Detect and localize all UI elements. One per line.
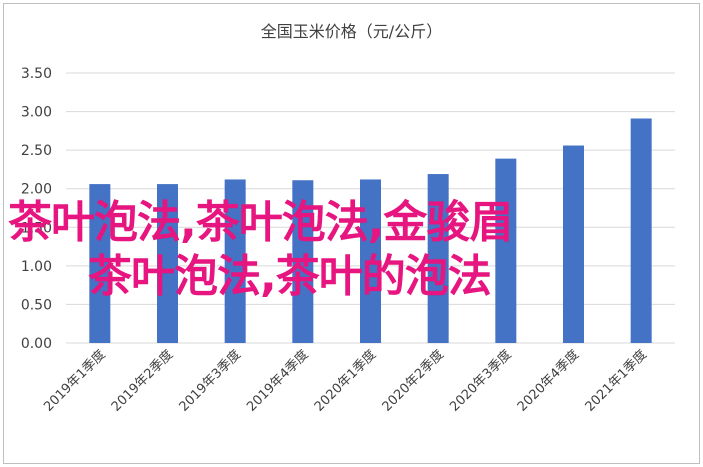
y-tick-label: 0.50 — [21, 297, 52, 313]
x-tick-label: 2020年4季度 — [514, 347, 582, 415]
chart-title: 全国玉米价格（元/公斤） — [260, 22, 443, 41]
x-tick-label: 2019年2季度 — [108, 347, 176, 415]
overlay-caption-line-2: 茶叶泡法,茶叶的泡法 — [88, 251, 492, 302]
bar — [89, 184, 111, 343]
bar — [563, 145, 584, 343]
y-tick-label: 2.50 — [21, 143, 52, 159]
bar — [427, 174, 449, 343]
bar — [495, 158, 517, 343]
x-tick-label: 2019年4季度 — [244, 347, 312, 415]
x-tick-label: 2020年1季度 — [311, 347, 379, 415]
bar — [292, 180, 314, 343]
x-tick-label: 2020年3季度 — [447, 347, 515, 415]
y-tick-label: 1.50 — [21, 220, 52, 236]
bar — [157, 184, 178, 343]
bar — [224, 179, 246, 343]
y-tick-label: 1.00 — [21, 259, 52, 275]
y-tick-label: 3.50 — [21, 66, 52, 82]
y-tick-label: 0.00 — [21, 336, 52, 352]
y-tick-label: 2.00 — [21, 182, 52, 198]
x-tick-label: 2019年1季度 — [41, 347, 109, 415]
x-axis-ticks: 2019年1季度 2019年2季度 2019年3季度 2019年4季度 2020年1季度… — [41, 347, 650, 415]
overlay-caption-line-1: 茶叶泡法,茶叶泡法,金骏眉 — [8, 197, 513, 248]
bar — [630, 118, 652, 343]
x-tick-label: 2019年3季度 — [176, 347, 244, 415]
x-tick-label: 2020年2季度 — [379, 347, 447, 415]
y-axis-ticks: 0.00 0.50 1.00 1.50 2.00 2.50 3.00 3.50 — [21, 66, 52, 352]
y-tick-label: 3.00 — [21, 105, 52, 121]
bars — [89, 118, 652, 343]
bar — [360, 179, 381, 343]
x-tick-label: 2021年1季度 — [582, 347, 650, 415]
